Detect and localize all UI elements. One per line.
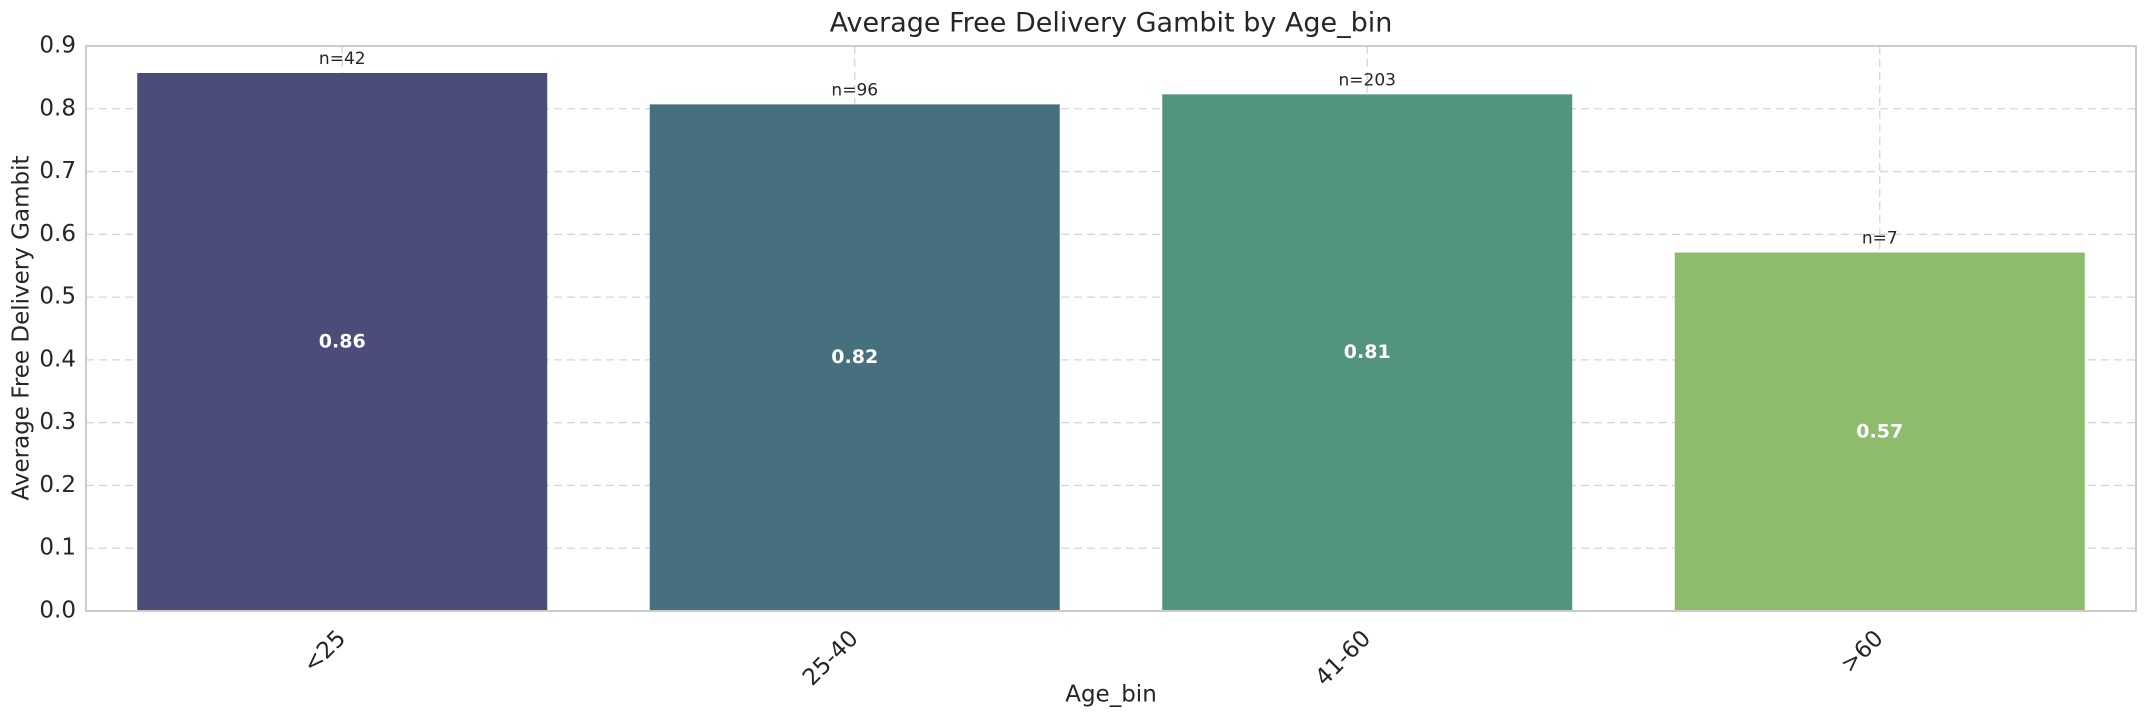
y-tick-label: 0.2: [39, 472, 76, 498]
bar: [649, 104, 1060, 611]
y-tick-label: 0.8: [39, 95, 76, 121]
bar: [137, 72, 548, 611]
bar-label: 0.86: [319, 330, 366, 352]
x-axis-label: Age_bin: [1065, 682, 1157, 708]
y-tick-label: 0.5: [39, 284, 76, 310]
y-axis-label: Average Free Delivery Gambit: [9, 156, 35, 501]
y-tick-label: 0.9: [39, 33, 76, 59]
bar-label: 0.57: [1856, 420, 1903, 442]
count-label: n=42: [319, 49, 366, 69]
x-tick-label: >60: [1836, 625, 1889, 678]
y-tick-label: 0.3: [39, 409, 76, 435]
plot-frame: [85, 45, 2137, 612]
y-tick-label: 0.7: [39, 158, 76, 184]
y-tick-label: 0.0: [39, 598, 76, 624]
bar: [1162, 94, 1573, 612]
count-label: n=96: [831, 80, 878, 100]
count-label: n=203: [1339, 70, 1396, 90]
bar: [1674, 252, 2085, 612]
y-tick-label: 0.4: [39, 346, 76, 372]
x-tick-label: 25-40: [798, 625, 864, 691]
chart-title: Average Free Delivery Gambit by Age_bin: [830, 8, 1393, 39]
y-tick-label: 0.1: [39, 535, 76, 561]
bar-label: 0.81: [1344, 341, 1391, 363]
bar-label: 0.82: [831, 346, 878, 368]
x-tick-label: <25: [298, 625, 351, 678]
y-tick-label: 0.6: [39, 221, 76, 247]
x-tick-label: 41-60: [1310, 625, 1376, 691]
count-label: n=7: [1862, 229, 1898, 249]
